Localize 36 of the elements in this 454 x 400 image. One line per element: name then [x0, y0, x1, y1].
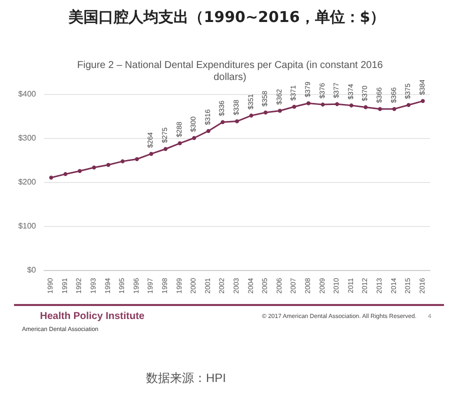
point [320, 102, 325, 107]
y-tick-label: $400 [18, 90, 37, 98]
point [106, 162, 110, 167]
point [63, 172, 68, 176]
point [264, 110, 268, 114]
point [392, 106, 396, 111]
point [378, 106, 382, 111]
point [249, 114, 254, 118]
source-note: 数据来源：HPI [146, 370, 226, 387]
chart-subtitle: Figure 2 – National Dental Expenditures per Capita (in constant 2016 dollars) [77, 60, 383, 83]
point [149, 152, 154, 156]
point [292, 104, 296, 109]
point [206, 128, 210, 133]
point [134, 157, 139, 162]
chart-title: 美国口腔人均支出（1990~2016，单位：$） [68, 8, 386, 27]
point [335, 102, 340, 106]
y-tick-label: $0 [27, 266, 37, 274]
point [349, 103, 354, 108]
point [49, 176, 54, 180]
point [192, 136, 196, 140]
point [406, 103, 411, 107]
y-tick-label: $300 [18, 134, 37, 142]
point [120, 159, 125, 164]
point [364, 105, 368, 110]
point [278, 108, 282, 113]
point [306, 101, 310, 106]
y-tick-label: $200 [18, 178, 37, 186]
point [164, 147, 168, 151]
point [92, 165, 96, 170]
point [235, 119, 239, 124]
point [420, 99, 425, 104]
text: Health Policy Institute [40, 311, 144, 322]
y-tick-label: $100 [18, 222, 37, 230]
point [78, 169, 82, 173]
point [220, 120, 225, 124]
point [178, 141, 182, 146]
